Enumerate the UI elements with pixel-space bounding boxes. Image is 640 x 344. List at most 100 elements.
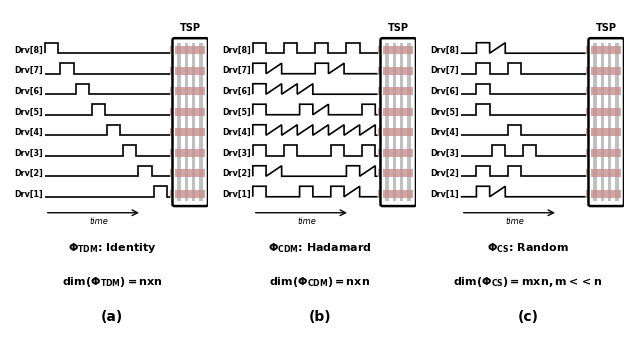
Text: $\mathbf{\Phi_{CDM}}$: Hadamard: $\mathbf{\Phi_{CDM}}$: Hadamard (268, 241, 372, 255)
Bar (586, 170, 591, 177)
Text: (c): (c) (518, 310, 538, 324)
Bar (378, 149, 383, 157)
Text: Drv[4]: Drv[4] (14, 128, 43, 137)
Text: (a): (a) (101, 310, 123, 324)
Text: Drv[7]: Drv[7] (14, 66, 43, 75)
Bar (591, 149, 621, 157)
Text: Drv[7]: Drv[7] (222, 66, 251, 75)
Text: Drv[1]: Drv[1] (430, 190, 459, 198)
Text: Drv[8]: Drv[8] (430, 46, 459, 55)
Text: $\mathbf{dim(\Phi_{CDM})=nxn}$: $\mathbf{dim(\Phi_{CDM})=nxn}$ (269, 275, 371, 289)
Text: TSP: TSP (180, 23, 201, 33)
Bar (175, 67, 205, 75)
Bar (175, 46, 205, 54)
Bar (175, 128, 205, 136)
Text: Drv[2]: Drv[2] (14, 169, 43, 178)
Text: Drv[2]: Drv[2] (430, 169, 459, 178)
Bar (586, 128, 591, 136)
Text: Drv[3]: Drv[3] (222, 148, 251, 158)
Text: Drv[6]: Drv[6] (430, 87, 459, 96)
Text: Drv[5]: Drv[5] (430, 107, 459, 116)
Text: (b): (b) (308, 310, 332, 324)
Bar (378, 170, 383, 177)
Bar (586, 46, 591, 54)
Text: Drv[2]: Drv[2] (222, 169, 251, 178)
Bar (591, 67, 621, 75)
Bar (586, 149, 591, 157)
Bar (383, 46, 413, 54)
Bar (378, 190, 383, 198)
Bar (170, 87, 175, 95)
Bar (393, 43, 396, 201)
Text: Drv[4]: Drv[4] (430, 128, 459, 137)
Bar (383, 87, 413, 95)
Text: time: time (298, 217, 317, 226)
Bar (586, 87, 591, 95)
FancyBboxPatch shape (589, 38, 624, 206)
Bar (175, 190, 205, 198)
Bar (591, 46, 621, 54)
Text: Drv[5]: Drv[5] (14, 107, 43, 116)
Text: Drv[8]: Drv[8] (222, 46, 251, 55)
Text: Drv[3]: Drv[3] (430, 148, 459, 158)
Bar (200, 43, 203, 201)
Bar (400, 43, 403, 201)
Bar (378, 128, 383, 136)
Bar (593, 43, 596, 201)
Text: time: time (506, 217, 525, 226)
Bar (383, 108, 413, 116)
Text: Drv[4]: Drv[4] (222, 128, 251, 137)
Bar (170, 190, 175, 198)
Text: Drv[1]: Drv[1] (222, 190, 251, 198)
Bar (591, 108, 621, 116)
Text: $\mathbf{\Phi_{TDM}}$: Identity: $\mathbf{\Phi_{TDM}}$: Identity (68, 241, 156, 255)
Text: $\mathbf{\Phi_{CS}}$: Random: $\mathbf{\Phi_{CS}}$: Random (487, 241, 569, 255)
Text: Drv[8]: Drv[8] (14, 46, 43, 55)
Bar (378, 46, 383, 54)
Bar (591, 190, 621, 198)
Bar (170, 128, 175, 136)
Bar (175, 87, 205, 95)
Text: Drv[1]: Drv[1] (14, 190, 43, 198)
Bar (170, 108, 175, 116)
Bar (383, 128, 413, 136)
FancyBboxPatch shape (380, 38, 416, 206)
Bar (586, 67, 591, 75)
Bar (170, 170, 175, 177)
Bar (378, 67, 383, 75)
Bar (601, 43, 604, 201)
Bar (383, 170, 413, 177)
Bar (177, 43, 180, 201)
Text: Drv[3]: Drv[3] (14, 148, 43, 158)
Bar (586, 190, 591, 198)
Text: $\mathbf{dim(\Phi_{CS})=mxn, m<<n}$: $\mathbf{dim(\Phi_{CS})=mxn, m<<n}$ (453, 275, 603, 289)
Bar (175, 108, 205, 116)
Bar (608, 43, 611, 201)
Bar (170, 149, 175, 157)
Text: Drv[5]: Drv[5] (222, 107, 251, 116)
Text: time: time (90, 217, 109, 226)
Bar (170, 46, 175, 54)
Text: $\mathbf{dim(\Phi_{TDM})=nxn}$: $\mathbf{dim(\Phi_{TDM})=nxn}$ (61, 275, 163, 289)
Bar (385, 43, 388, 201)
Bar (383, 190, 413, 198)
Bar (383, 67, 413, 75)
Text: TSP: TSP (388, 23, 409, 33)
FancyBboxPatch shape (173, 38, 208, 206)
Bar (591, 128, 621, 136)
Bar (175, 170, 205, 177)
Bar (175, 149, 205, 157)
Text: TSP: TSP (596, 23, 617, 33)
Bar (591, 170, 621, 177)
Text: Drv[6]: Drv[6] (14, 87, 43, 96)
Text: Drv[7]: Drv[7] (430, 66, 459, 75)
Bar (586, 108, 591, 116)
Bar (192, 43, 195, 201)
Bar (591, 87, 621, 95)
Bar (185, 43, 188, 201)
Bar (378, 108, 383, 116)
Bar (170, 67, 175, 75)
Bar (616, 43, 619, 201)
Bar (383, 149, 413, 157)
Text: Drv[6]: Drv[6] (222, 87, 251, 96)
